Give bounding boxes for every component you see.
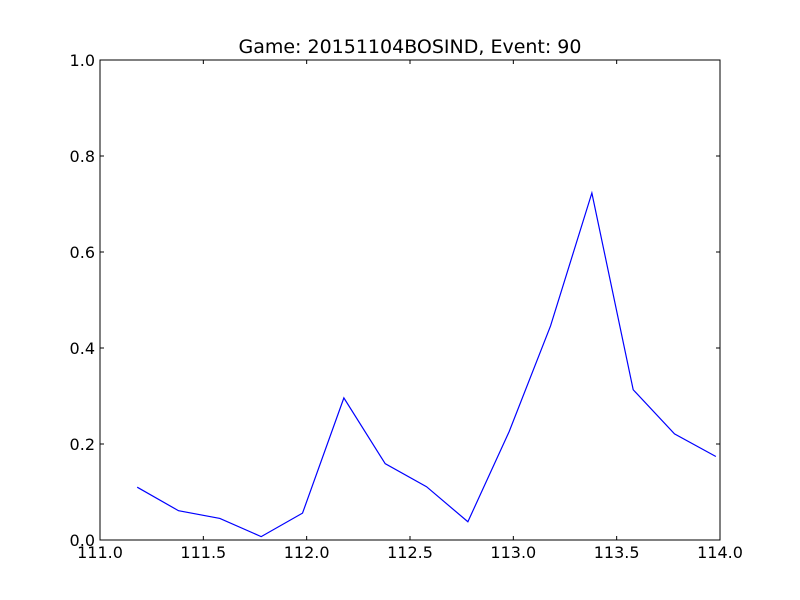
x-tick-label: 112.5 (387, 543, 433, 562)
y-tick-label: 0.4 (70, 339, 95, 358)
y-tick-label: 0.2 (70, 435, 95, 454)
x-tick-label: 114.0 (697, 543, 743, 562)
axis-tick-labels: 111.0 111.5 112.0 112.5 113.0 113.5 114.0 0.0 0.… (70, 51, 743, 562)
chart-title: Game: 20151104BOSIND, Event: 90 (238, 36, 581, 58)
x-tick-label: 111.0 (77, 543, 123, 562)
x-tick-label: 111.5 (180, 543, 226, 562)
y-tick-label: 0.6 (70, 243, 95, 262)
plot-frame (99, 59, 721, 541)
series-layer (136, 190, 717, 538)
y-tick-label: 1.0 (70, 51, 95, 70)
series-line (136, 190, 717, 538)
y-tick-label: 0.0 (70, 531, 95, 550)
axis-ticks (99, 59, 721, 541)
y-tick-label: 0.8 (70, 147, 95, 166)
x-tick-label: 112.0 (284, 543, 330, 562)
x-tick-label: 113.5 (594, 543, 640, 562)
x-tick-label: 113.0 (490, 543, 536, 562)
